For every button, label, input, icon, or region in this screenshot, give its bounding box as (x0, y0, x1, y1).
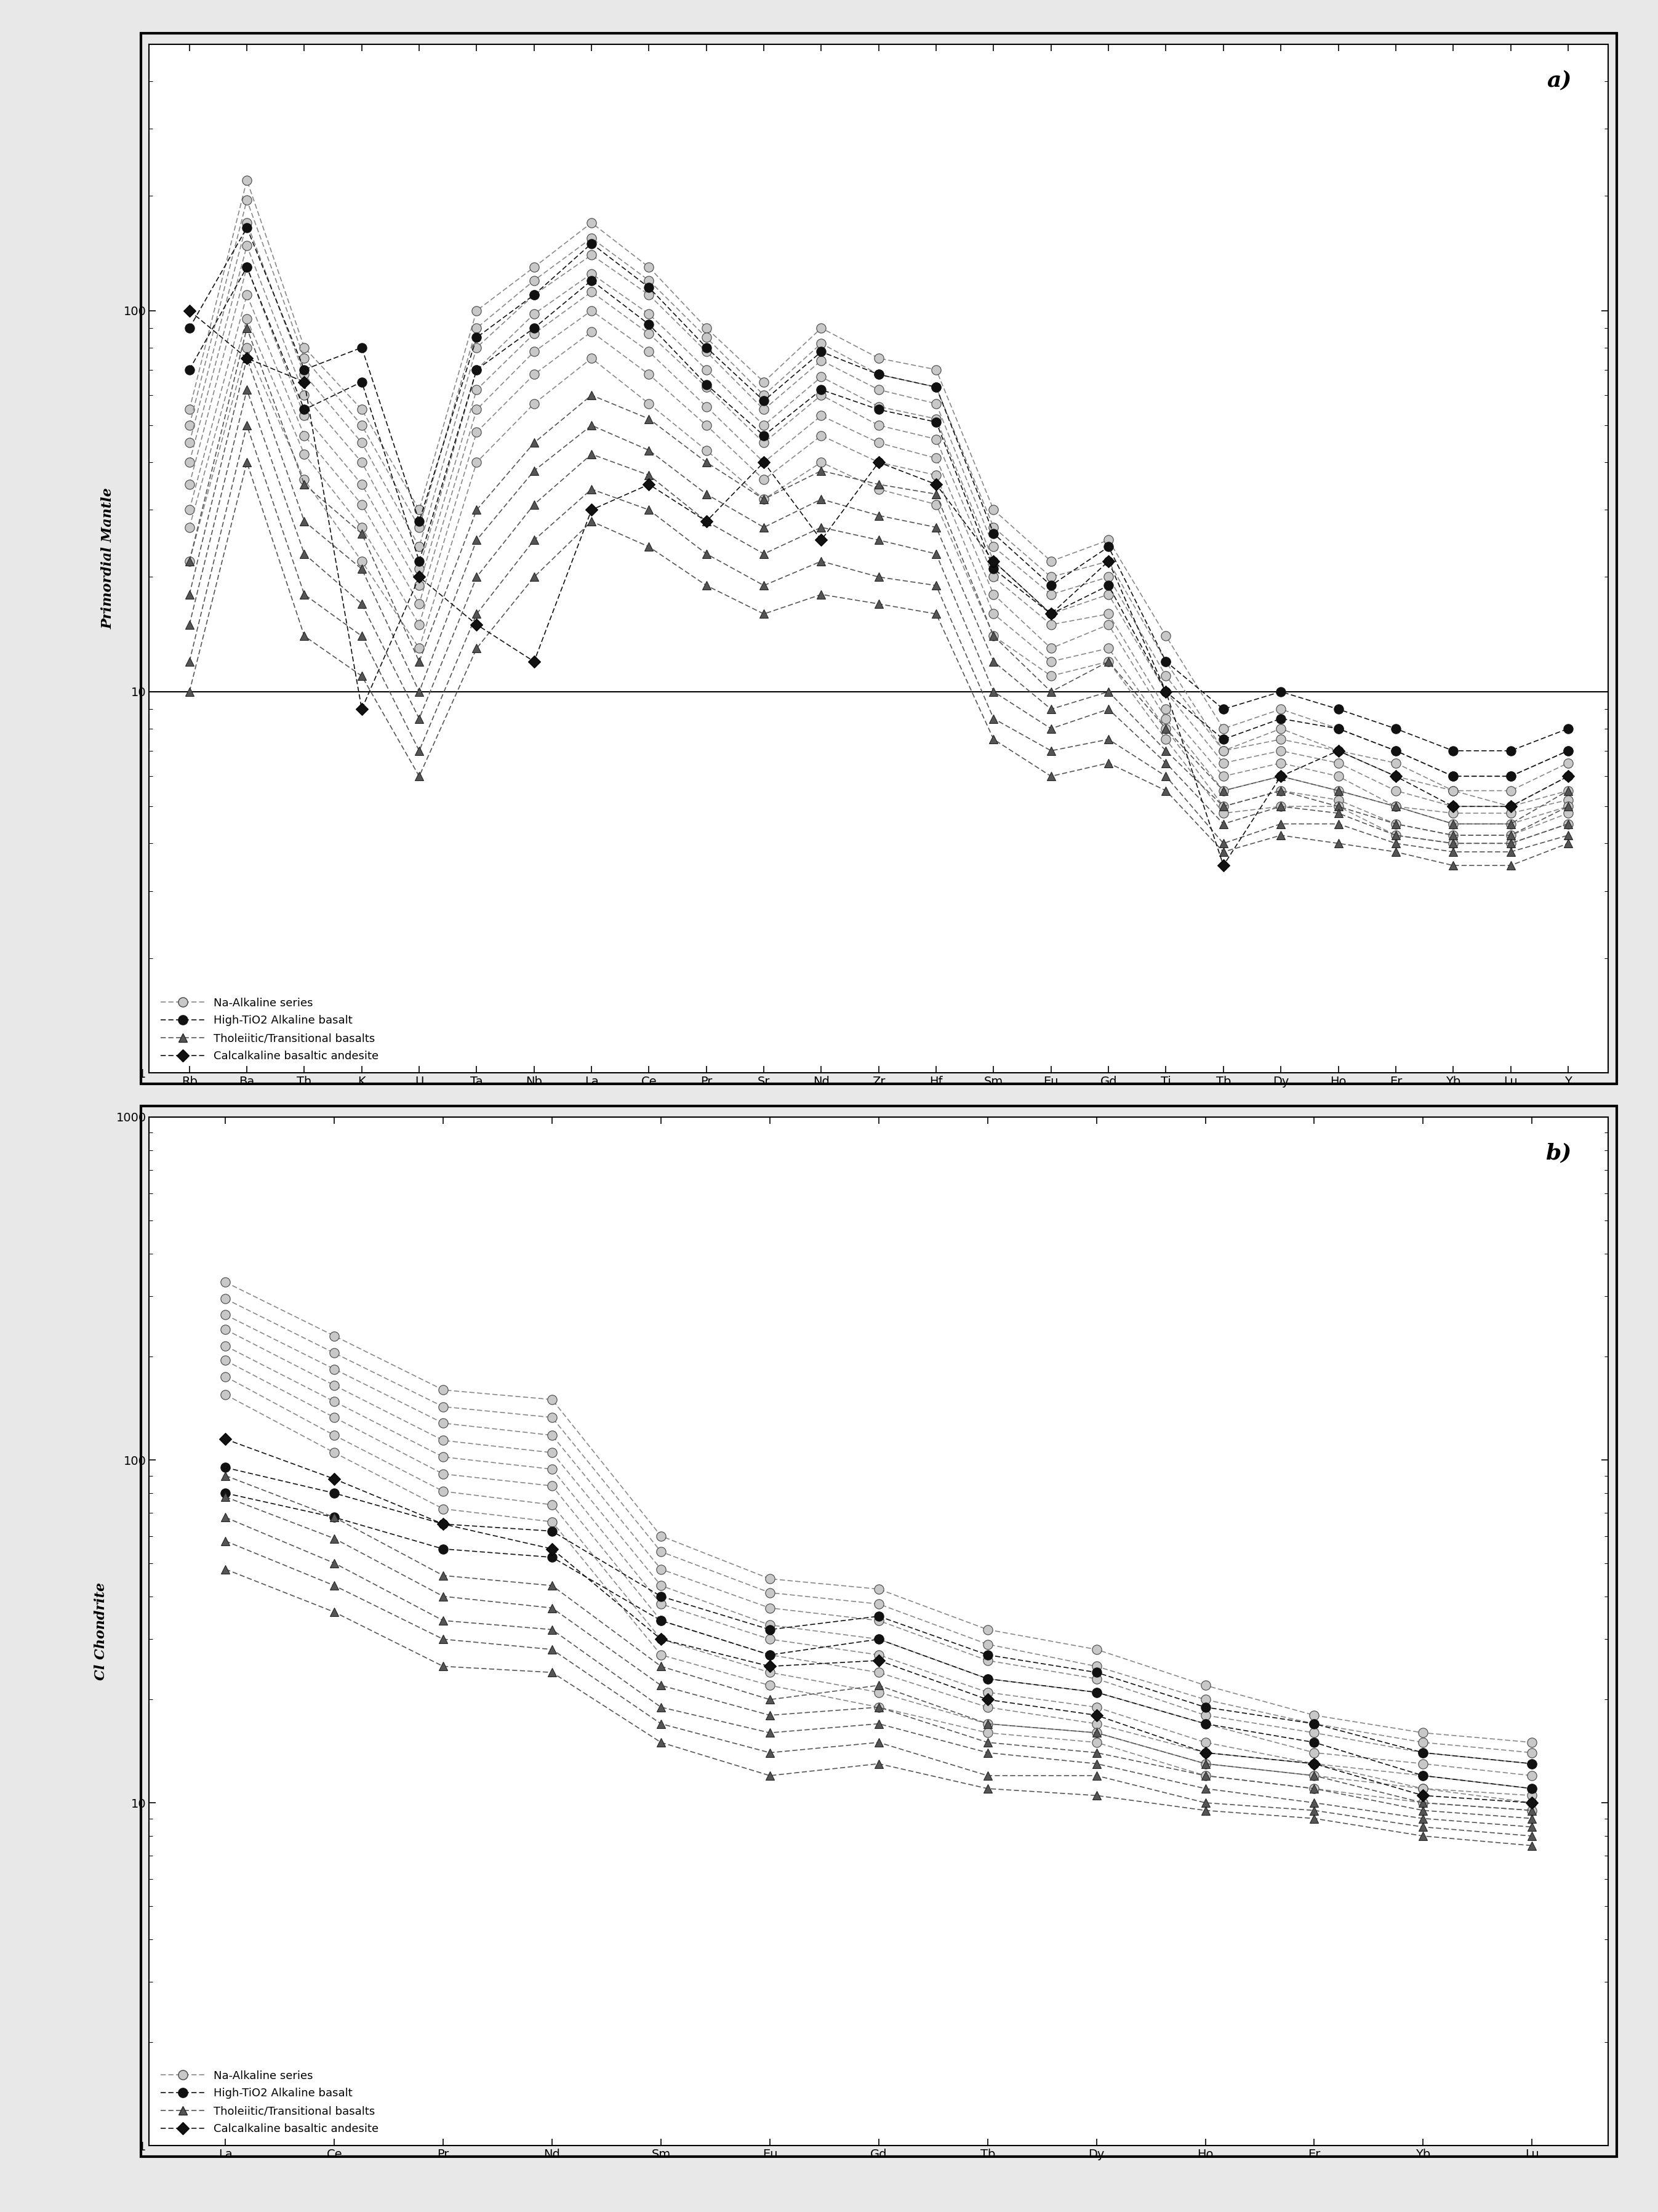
Text: b): b) (1545, 1144, 1572, 1164)
Y-axis label: Primordial Mantle: Primordial Mantle (101, 489, 114, 628)
Legend: Na-Alkaline series, High-TiO2 Alkaline basalt, Tholeiitic/Transitional basalts, : Na-Alkaline series, High-TiO2 Alkaline b… (154, 991, 385, 1066)
Text: a): a) (1547, 71, 1572, 91)
Y-axis label: Cl Chondrite: Cl Chondrite (95, 1582, 108, 1681)
Legend: Na-Alkaline series, High-TiO2 Alkaline basalt, Tholeiitic/Transitional basalts, : Na-Alkaline series, High-TiO2 Alkaline b… (154, 2064, 385, 2139)
